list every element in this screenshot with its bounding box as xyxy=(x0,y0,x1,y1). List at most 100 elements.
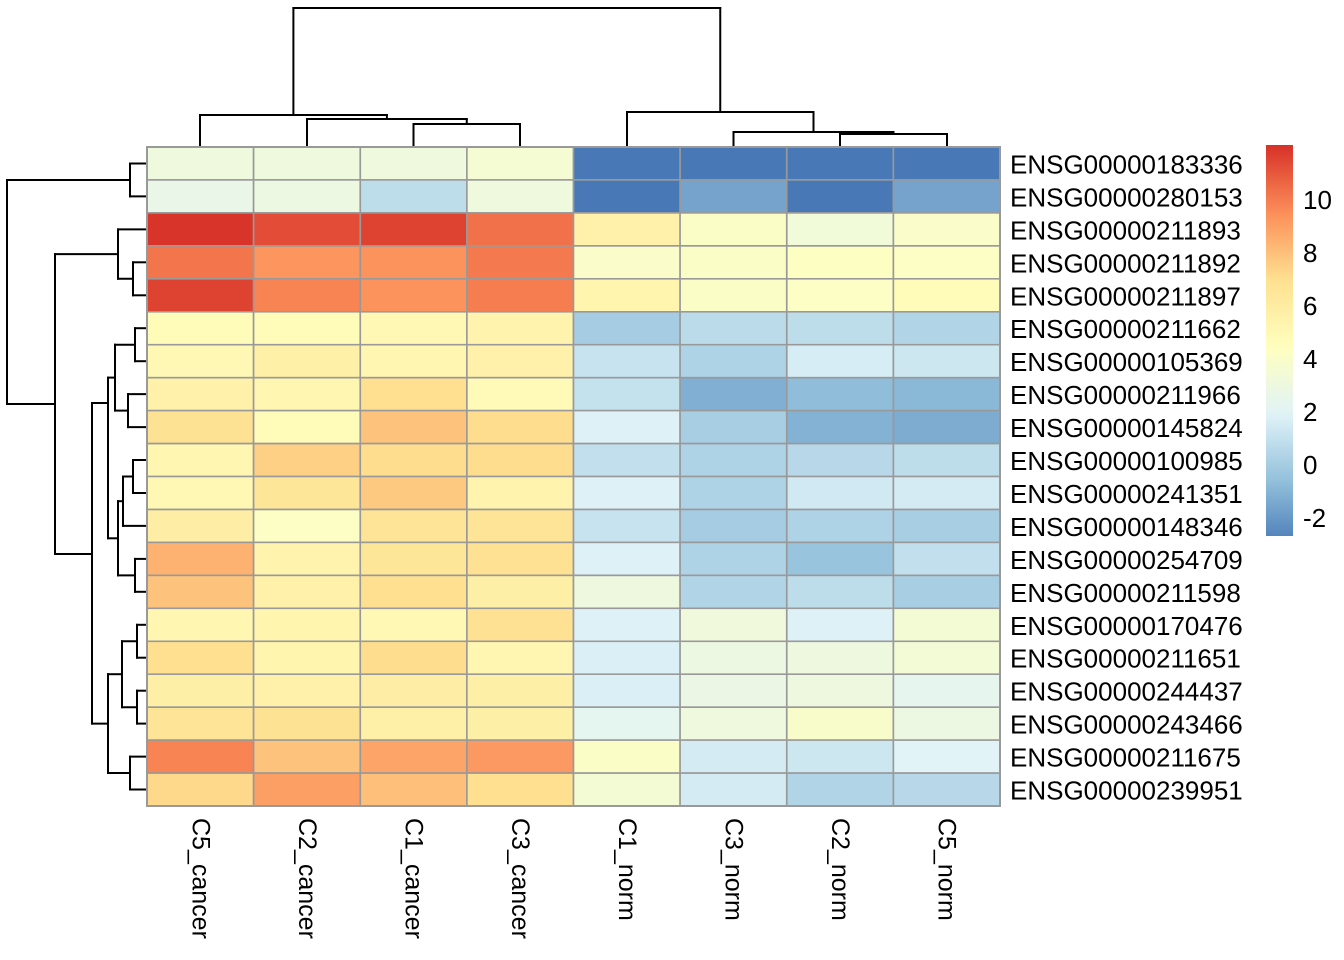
heatmap-cell xyxy=(359,574,468,610)
heatmap-grid xyxy=(146,146,1001,807)
row-label: ENSG00000211897 xyxy=(1010,281,1241,311)
column-label: C5_cancer xyxy=(186,818,214,939)
heatmap-cell xyxy=(359,772,468,807)
row-labels: ENSG00000183336ENSG00000280153ENSG000002… xyxy=(1010,150,1243,806)
row-label: ENSG00000105369 xyxy=(1010,347,1243,377)
heatmap-cell xyxy=(892,706,1001,742)
heatmap-cell xyxy=(785,508,895,544)
heatmap-cell xyxy=(359,376,468,412)
row-label: ENSG00000244437 xyxy=(1010,677,1243,707)
heatmap-cell xyxy=(252,245,362,280)
heatmap-cell xyxy=(146,179,255,214)
heatmap-cell xyxy=(785,442,895,478)
heatmap-cell xyxy=(892,245,1001,280)
heatmap-cell xyxy=(146,739,255,774)
heatmap-cell xyxy=(572,310,681,346)
heatmap-cell xyxy=(146,706,255,742)
heatmap-cell xyxy=(466,739,575,774)
heatmap-cell xyxy=(785,146,895,181)
column-label: C3_cancer xyxy=(506,818,534,939)
heatmap-cell xyxy=(892,541,1001,577)
heatmap-cell xyxy=(252,673,362,709)
heatmap-cell xyxy=(146,310,255,346)
legend-tick-label: 8 xyxy=(1303,238,1317,268)
heatmap-cell xyxy=(572,245,681,280)
heatmap-cell xyxy=(146,508,255,544)
heatmap-cell xyxy=(252,574,362,610)
legend-tick-label: 10 xyxy=(1303,185,1332,215)
row-label: ENSG00000100985 xyxy=(1010,446,1243,476)
row-label: ENSG00000243466 xyxy=(1010,710,1243,740)
heatmap-cell xyxy=(146,146,255,181)
heatmap-cell xyxy=(359,310,468,346)
heatmap-cell xyxy=(679,739,788,774)
column-label: C1_norm xyxy=(613,818,641,921)
heatmap-cell xyxy=(892,343,1001,379)
heatmap-cell xyxy=(466,442,575,478)
heatmap-cell xyxy=(679,310,788,346)
heatmap-cell xyxy=(785,277,895,313)
row-label: ENSG00000280153 xyxy=(1010,182,1243,212)
heatmap-cell xyxy=(359,212,468,247)
heatmap-cell xyxy=(679,640,788,676)
heatmap-cell xyxy=(679,706,788,742)
legend-colorbar xyxy=(1266,145,1293,536)
heatmap-cell xyxy=(252,310,362,346)
heatmap-cell xyxy=(252,475,362,511)
heatmap-cell xyxy=(679,376,788,412)
heatmap-cell xyxy=(359,739,468,774)
heatmap-cell xyxy=(359,475,468,511)
heatmap-cell xyxy=(679,277,788,313)
heatmap-cell xyxy=(572,376,681,412)
heatmap-cell xyxy=(359,343,468,379)
heatmap-cell xyxy=(466,706,575,742)
heatmap-cell xyxy=(892,409,1001,445)
heatmap-cell xyxy=(679,212,788,247)
heatmap-cell xyxy=(679,772,788,807)
legend-tick-label: 6 xyxy=(1303,291,1317,321)
heatmap-cell xyxy=(785,640,895,676)
column-label: C1_cancer xyxy=(400,818,428,939)
heatmap-cell xyxy=(572,640,681,676)
heatmap-cell xyxy=(252,772,362,807)
heatmap-cell xyxy=(572,146,681,181)
heatmap-cell xyxy=(892,277,1001,313)
heatmap-cell xyxy=(572,607,681,643)
heatmap-cell xyxy=(679,179,788,214)
row-label: ENSG00000239951 xyxy=(1010,776,1243,806)
heatmap-cell xyxy=(892,739,1001,774)
heatmap-cell xyxy=(252,343,362,379)
heatmap-cell xyxy=(252,442,362,478)
heatmap-cell xyxy=(785,739,895,774)
heatmap-cell xyxy=(252,541,362,577)
heatmap-cell xyxy=(572,739,681,774)
heatmap-cell xyxy=(679,343,788,379)
heatmap-cell xyxy=(785,376,895,412)
heatmap-cell xyxy=(466,310,575,346)
heatmap-cell xyxy=(892,475,1001,511)
heatmap-outline xyxy=(146,146,1001,807)
heatmap-cell xyxy=(785,409,895,445)
heatmap-cell xyxy=(679,508,788,544)
heatmap-cell xyxy=(359,245,468,280)
heatmap-cell xyxy=(892,574,1001,610)
heatmap-cell xyxy=(146,212,255,247)
heatmap-cell xyxy=(785,310,895,346)
heatmap-cell xyxy=(252,508,362,544)
row-label: ENSG00000148346 xyxy=(1010,512,1243,542)
row-label: ENSG00000211892 xyxy=(1010,248,1241,278)
row-label: ENSG00000211675 xyxy=(1010,743,1241,773)
heatmap-cell xyxy=(572,179,681,214)
heatmap-cell xyxy=(572,409,681,445)
heatmap-cell xyxy=(679,442,788,478)
heatmap-cell xyxy=(466,245,575,280)
heatmap-cell xyxy=(679,409,788,445)
legend-ticks: 10 8 6 4 2 0 -2 xyxy=(1303,185,1332,533)
heatmap-cell xyxy=(892,442,1001,478)
heatmap-cell xyxy=(785,607,895,643)
heatmap-cell xyxy=(892,772,1001,807)
heatmap-cell xyxy=(785,343,895,379)
heatmap-cell xyxy=(252,212,362,247)
heatmap-cell xyxy=(466,343,575,379)
heatmap-cell xyxy=(572,475,681,511)
